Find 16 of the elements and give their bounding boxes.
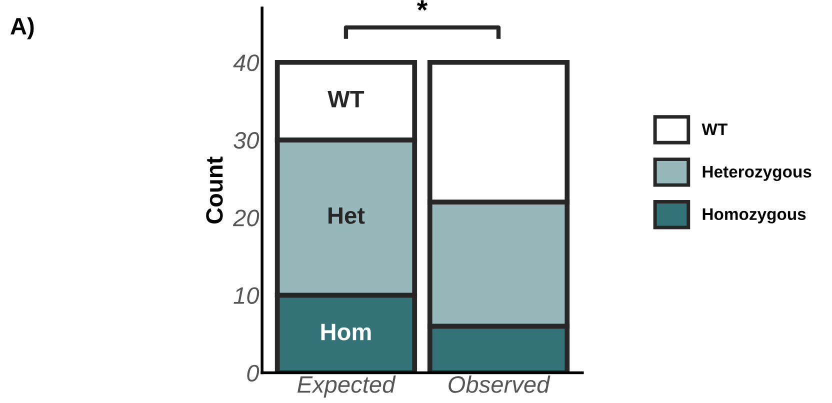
legend-label: Heterozygous bbox=[702, 166, 812, 182]
legend-label: WT bbox=[702, 124, 728, 136]
data-label: WT bbox=[328, 91, 364, 108]
data-label: Het bbox=[328, 207, 365, 224]
x-tick-label: Expected bbox=[297, 376, 396, 398]
y-tick-label: 10 bbox=[234, 287, 260, 304]
y-tick-label: 40 bbox=[233, 54, 260, 72]
legend-label: Homozygous bbox=[702, 208, 806, 224]
y-tick-label: 0 bbox=[247, 364, 260, 382]
y-tick-label: 20 bbox=[232, 210, 260, 226]
x-tick-label: Observed bbox=[448, 376, 550, 393]
y-tick-label: 30 bbox=[234, 132, 260, 149]
data-label: Hom bbox=[321, 324, 371, 340]
y-axis-title: Count bbox=[206, 156, 223, 224]
text: A) bbox=[10, 17, 34, 40]
annotation: * bbox=[416, 0, 428, 11]
